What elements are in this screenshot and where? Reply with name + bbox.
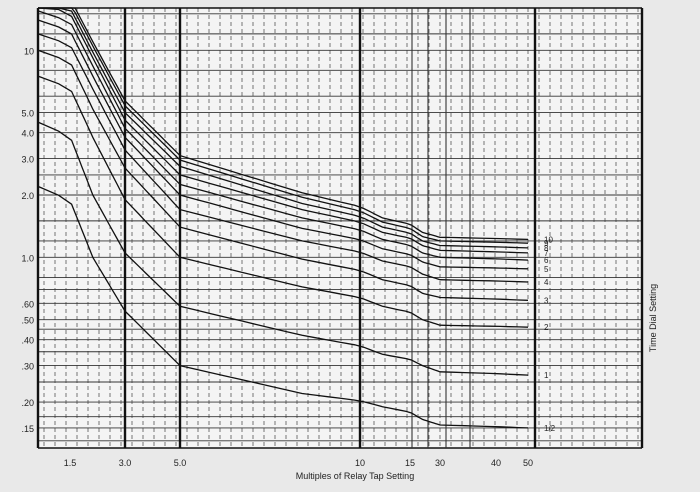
major-vertical-grid: [36, 8, 644, 448]
curve-5: [37, 19, 529, 270]
y-tick-label: 10: [24, 46, 34, 56]
curve-label-10: 10: [544, 235, 553, 244]
x-tick-label: 3.0: [119, 458, 132, 468]
curve-label-7: 7: [544, 249, 549, 258]
x-tick-label: 10: [355, 458, 365, 468]
y-tick-label: .15: [21, 424, 34, 434]
curve-label-1: 1: [544, 371, 549, 380]
x-tick-label: 50: [523, 458, 533, 468]
curve-10: [38, 7, 529, 241]
y-tick-label: 5.0: [21, 109, 34, 119]
y-tick-label: .20: [21, 398, 34, 408]
y-tick-label: .40: [21, 336, 34, 346]
curve-label-5: 5: [544, 265, 549, 274]
y-tick-label: .30: [21, 362, 34, 372]
curve-1: [37, 121, 529, 376]
curve-4: [37, 33, 529, 283]
x-tick-labels: 1.5 3.0 5.0 10 15 30 40 50: [64, 458, 533, 468]
curve-label-4: 4: [544, 278, 549, 287]
curve-label-2: 2: [544, 323, 549, 332]
curve-9: [38, 7, 529, 244]
x-tick-label: 1.5: [64, 458, 77, 468]
x-tick-label: 40: [491, 458, 501, 468]
curve-6: [37, 10, 529, 261]
y-tick-label: 2.0: [21, 191, 34, 201]
curve-label-9: 9: [544, 239, 549, 248]
y-tick-label: 1.0: [21, 253, 34, 263]
curve-1/2: [37, 185, 529, 429]
curve-2: [37, 75, 529, 328]
x-axis-label: Multiples of Relay Tap Setting: [296, 471, 414, 481]
curve-label-8: 8: [544, 244, 549, 253]
curve-label-6: 6: [544, 256, 549, 265]
curve-3: [37, 49, 529, 301]
curves-group: [37, 7, 529, 429]
y-tick-label: 4.0: [21, 129, 34, 139]
side-label: Time Dial Setting: [648, 284, 658, 352]
plot-background: [38, 8, 642, 448]
x-tick-label: 5.0: [174, 458, 187, 468]
curve-7: [37, 7, 529, 254]
curve-label-3: 3: [544, 296, 549, 305]
y-tick-label: .50: [21, 316, 34, 326]
x-tick-label: 30: [435, 458, 445, 468]
y-tick-label: 3.0: [21, 155, 34, 165]
y-tick-label: .60: [21, 299, 34, 309]
x-tick-label: 15: [405, 458, 415, 468]
curve-label-1/2: 1/2: [544, 424, 556, 433]
horizontal-grid: [38, 7, 642, 449]
curve-8: [38, 7, 529, 249]
y-tick-labels: 10 5.0 4.0 3.0 2.0 1.0 .60 .50 .40 .30 .20 .15: [21, 46, 34, 434]
